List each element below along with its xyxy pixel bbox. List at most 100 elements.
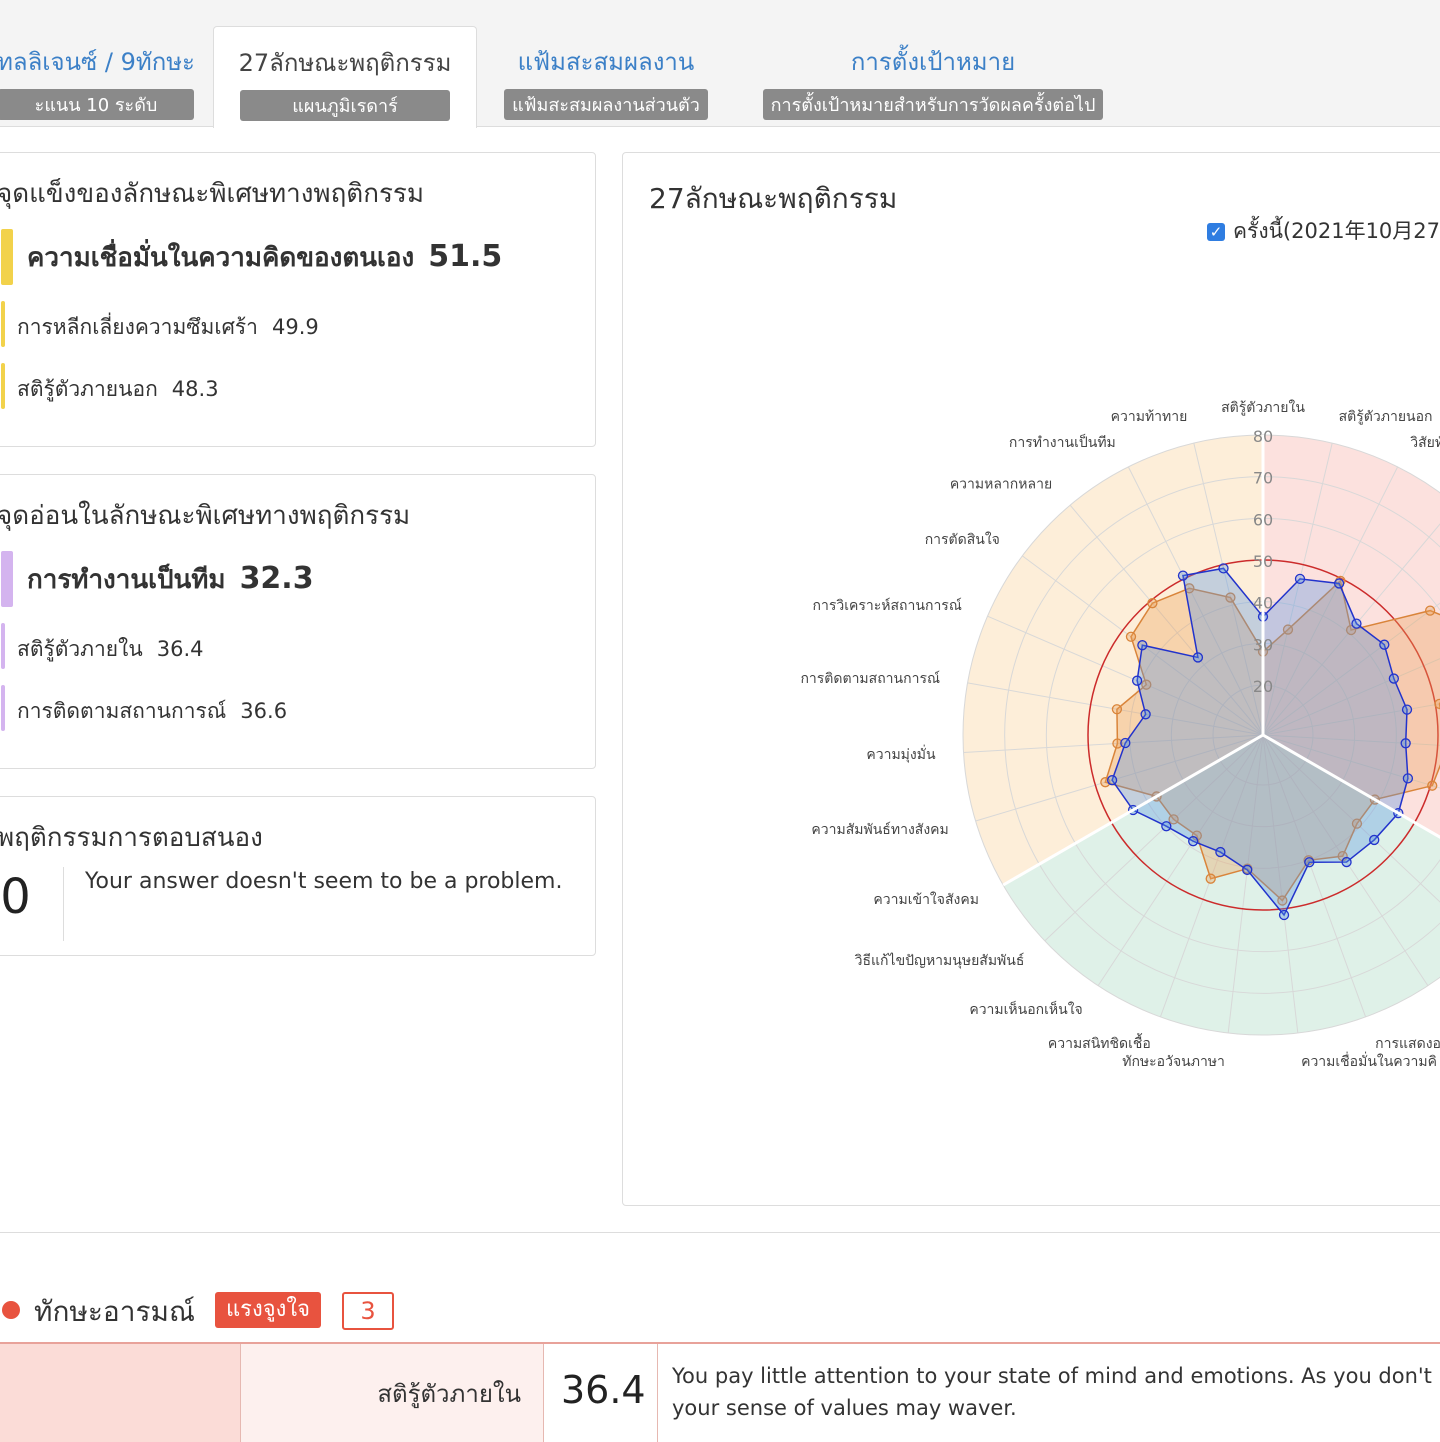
- weakness-label: การทำงานเป็นทีม: [27, 565, 226, 595]
- tab-portfolio[interactable]: แฟ้มสะสมผลงาน แฟ้มสะสมผลงานส่วนตัว: [496, 26, 716, 126]
- radar-data-point: [1120, 737, 1131, 749]
- radar-spoke: [1262, 442, 1333, 736]
- tab-27-behaviors[interactable]: 27ลักษณะพฤติกรรม แผนภูมิเรดาร์: [213, 26, 477, 128]
- radar-data-point: [1388, 673, 1399, 684]
- strength-bar: [1, 301, 5, 347]
- table-description: You pay little attention to your state o…: [672, 1360, 1440, 1424]
- radar-axis-label: ความหลากหลาย: [950, 477, 1052, 493]
- table-score: 36.4: [561, 1368, 646, 1412]
- strength-item: สติรู้ตัวภายนอก 48.3: [1, 363, 581, 409]
- divider: [0, 1232, 1440, 1233]
- radar-axis-label: สติรู้ตัวภายนอก: [1339, 409, 1433, 425]
- radar-tick-label: 50: [1253, 552, 1273, 571]
- radar-axis-label: การวิเคราะห์สถานการณ์: [813, 597, 962, 614]
- weaknesses-title: จุดอ่อนในลักษณะพิเศษทางพฤติกรรม: [0, 501, 411, 531]
- strength-value: 48.3: [171, 377, 219, 401]
- radar-data-point: [1434, 698, 1440, 710]
- radar-axis-label: ความเชื่อมั่นในความคิ: [1301, 1052, 1437, 1070]
- radar-data-point: [1400, 738, 1411, 749]
- section-count-badge: 3: [342, 1292, 394, 1330]
- strengths-card: จุดแข็งของลักษณะพิเศษทางพฤติกรรม ความเชื…: [0, 152, 596, 447]
- radar-axis-label: ทักษะอวัจนภาษา: [1122, 1054, 1225, 1070]
- radar-data-point: [1282, 624, 1294, 635]
- table-item-label: สติรู้ตัวภายใน: [377, 1380, 521, 1408]
- weakness-label: การติดตามสถานการณ์: [17, 699, 227, 723]
- weakness-bar: [1, 551, 13, 607]
- radar-data-point: [1147, 598, 1158, 609]
- radar-spoke: [1262, 734, 1440, 903]
- tab-title: ทลลิเจนซ์ / 9ทักษะ: [0, 48, 195, 76]
- radar-sector: [963, 435, 1263, 885]
- legend-item[interactable]: ✓ ครั้งนี้(2021年10月27日: [1207, 215, 1440, 248]
- weakness-value: 36.6: [240, 699, 288, 723]
- radar-axis-label: การติดตามสถานการณ์: [800, 670, 940, 687]
- radar-data-point: [1351, 818, 1363, 829]
- tab-title: การตั้งเป้าหมาย: [850, 48, 1016, 76]
- radar-spoke: [1262, 734, 1299, 1034]
- weakness-value: 32.3: [239, 561, 314, 596]
- radar-tick-label: 20: [1253, 677, 1273, 696]
- radar-data-point: [1188, 836, 1199, 847]
- radar-sector: [1263, 435, 1440, 838]
- radar-data-point: [1177, 570, 1189, 581]
- strength-bar: [1, 229, 13, 285]
- radar-spoke: [1159, 734, 1264, 1018]
- description-line: You pay little attention to your state o…: [672, 1364, 1440, 1388]
- weaknesses-card: จุดอ่อนในลักษณะพิเศษทางพฤติกรรม การทำงาน…: [0, 474, 596, 769]
- radar-spoke: [1227, 734, 1264, 1034]
- radar-axis-label: การตัดสินใจ: [925, 531, 1000, 548]
- radar-series-area: [1111, 567, 1409, 917]
- description-line: your sense of values may waver.: [672, 1396, 1017, 1420]
- strength-label: สติรู้ตัวภายนอก: [17, 377, 158, 401]
- strengths-title: จุดแข็งของลักษณะพิเศษทางพฤติกรรม: [0, 179, 425, 209]
- table-score-cell: 36.4: [544, 1344, 658, 1442]
- response-title: พฤติกรรมการตอบสนอง: [0, 823, 263, 853]
- weakness-label: สติรู้ตัวภายใน: [17, 637, 143, 661]
- radar-data-point: [1401, 704, 1413, 715]
- radar-axis-label: การแสดงออ: [1375, 1036, 1440, 1052]
- strength-value: 49.9: [271, 315, 319, 339]
- strength-item: การหลีกเลี่ยงความซึมเศร้า 49.9: [1, 301, 581, 347]
- radar-data-point: [1333, 578, 1345, 589]
- tab-title: แฟ้มสะสมผลงาน: [517, 48, 695, 76]
- radar-spoke: [1097, 734, 1264, 986]
- radar-spoke: [1069, 504, 1264, 736]
- radar-axis-label: ความมุ่งมั่น: [866, 745, 936, 763]
- radar-spoke: [1262, 734, 1367, 1018]
- weakness-item: สติรู้ตัวภายใน 36.4: [1, 623, 581, 669]
- radar-axis-label: สติรู้ตัวภายใน: [1221, 399, 1305, 416]
- section-title: ทักษะอารมณ์: [34, 1295, 195, 1328]
- radar-data-point: [1304, 857, 1315, 868]
- strength-label: ความเชื่อมั่นในความคิดของตนเอง: [27, 243, 415, 273]
- strength-label: การหลีกเลี่ยงความซึมเศร้า: [17, 315, 258, 339]
- radar-data-point: [1137, 640, 1148, 651]
- radar-data-point: [1424, 605, 1436, 616]
- radar-spoke: [987, 615, 1264, 736]
- tab-bar: ทลลิเจนซ์ / 9ทักษะ ะแนน 10 ระดับ 27ลักษณ…: [0, 0, 1440, 128]
- radar-spoke: [1262, 734, 1440, 789]
- radar-spoke: [975, 734, 1264, 822]
- tab-goal-setting[interactable]: การตั้งเป้าหมาย การตั้งเป้าหมายสำหรับการ…: [752, 26, 1114, 126]
- radar-data-point: [1140, 709, 1151, 720]
- radar-spoke: [1262, 466, 1399, 736]
- radar-data-point: [1294, 573, 1306, 585]
- radar-data-point: [1111, 704, 1123, 715]
- results-table: สติรู้ตัวภายใน 36.4 You pay little atten…: [0, 1342, 1440, 1442]
- radar-data-point: [1112, 738, 1123, 749]
- radar-spoke: [1193, 442, 1264, 736]
- tab-intelligence[interactable]: ทลลิเจนซ์ / 9ทักษะ ะแนน 10 ระดับ: [0, 26, 202, 126]
- section-dot-icon: [2, 1301, 20, 1319]
- radar-data-point: [1106, 775, 1118, 786]
- radar-spoke: [1262, 602, 1440, 736]
- radar-axis-label: วิธีแก้ไขปัญหามนุษยสัมพันธ์: [855, 952, 1025, 969]
- radar-data-point: [1427, 780, 1438, 791]
- radar-data-point: [1205, 873, 1216, 884]
- checkbox-icon[interactable]: ✓: [1207, 222, 1225, 241]
- radar-spoke: [1262, 734, 1440, 746]
- radar-axis-label: ความสัมพันธ์ทางสังคม: [811, 821, 948, 838]
- tab-title: 27ลักษณะพฤติกรรม: [238, 49, 452, 77]
- tab-subtitle: การตั้งเป้าหมายสำหรับการวัดผลครั้งต่อไป: [762, 89, 1104, 120]
- table-category-cell: [0, 1344, 241, 1442]
- radar-chart-card: 27ลักษณะพฤติกรรม ✓ ครั้งนี้(2021年10月27日 …: [622, 152, 1440, 1206]
- radar-data-point: [1131, 675, 1143, 686]
